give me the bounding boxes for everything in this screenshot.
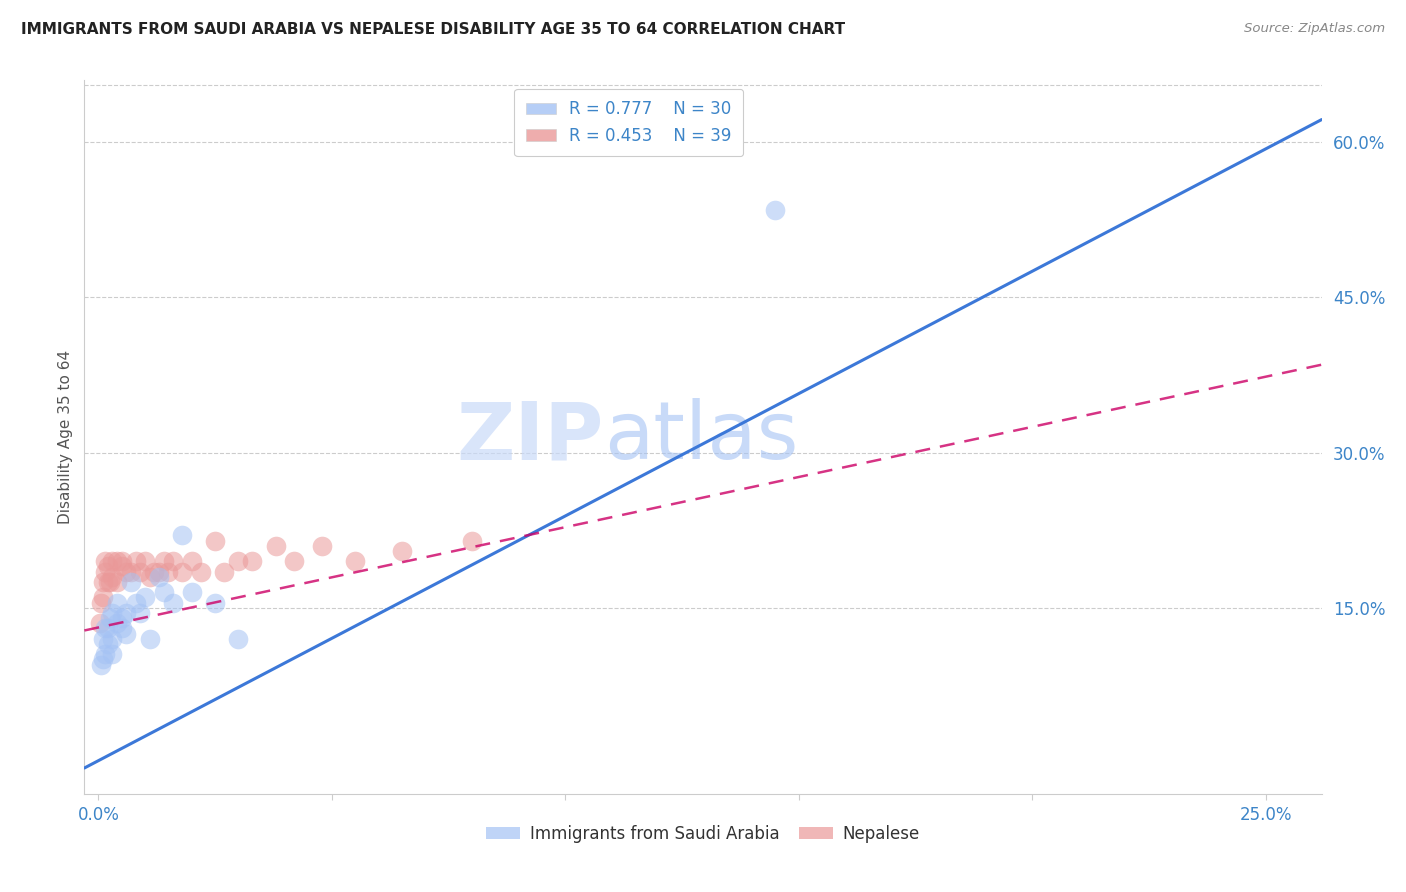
Point xyxy=(138,570,160,584)
Point xyxy=(111,554,134,568)
Point xyxy=(91,591,114,605)
Text: ZIP: ZIP xyxy=(457,398,605,476)
Point xyxy=(105,596,128,610)
Point xyxy=(94,554,117,568)
Point xyxy=(91,574,114,589)
Point xyxy=(162,554,184,568)
Point xyxy=(214,565,236,579)
Point xyxy=(98,574,121,589)
Point xyxy=(105,554,128,568)
Point xyxy=(190,565,212,579)
Point xyxy=(228,554,250,568)
Point xyxy=(125,554,148,568)
Point xyxy=(204,533,226,548)
Point xyxy=(152,585,174,599)
Point xyxy=(101,570,124,584)
Point xyxy=(148,565,170,579)
Point xyxy=(101,554,124,568)
Point xyxy=(94,621,117,635)
Point xyxy=(138,632,160,646)
Point xyxy=(97,574,120,589)
Point xyxy=(97,621,120,635)
Point xyxy=(311,539,333,553)
Point xyxy=(115,626,138,640)
Point xyxy=(91,652,114,666)
Point xyxy=(283,554,305,568)
Point xyxy=(763,202,786,217)
Point xyxy=(120,565,142,579)
Point xyxy=(134,554,156,568)
Point xyxy=(162,596,184,610)
Point xyxy=(97,559,120,574)
Point xyxy=(391,544,413,558)
Point xyxy=(152,554,174,568)
Point xyxy=(129,565,152,579)
Point xyxy=(111,611,134,625)
Point xyxy=(204,596,226,610)
Point xyxy=(157,565,180,579)
Point xyxy=(143,565,166,579)
Point xyxy=(228,632,250,646)
Point xyxy=(90,657,112,672)
Point xyxy=(134,591,156,605)
Point xyxy=(461,533,484,548)
Text: IMMIGRANTS FROM SAUDI ARABIA VS NEPALESE DISABILITY AGE 35 TO 64 CORRELATION CHA: IMMIGRANTS FROM SAUDI ARABIA VS NEPALESE… xyxy=(21,22,845,37)
Point xyxy=(94,647,117,661)
Point xyxy=(101,647,124,661)
Point xyxy=(264,539,287,553)
Text: atlas: atlas xyxy=(605,398,799,476)
Point xyxy=(172,528,194,542)
Point xyxy=(98,611,121,625)
Point xyxy=(91,632,114,646)
Point xyxy=(101,606,124,620)
Y-axis label: Disability Age 35 to 64: Disability Age 35 to 64 xyxy=(58,350,73,524)
Point xyxy=(115,606,138,620)
Point xyxy=(148,570,170,584)
Point xyxy=(242,554,264,568)
Point xyxy=(180,585,202,599)
Point xyxy=(125,596,148,610)
Point xyxy=(180,554,202,568)
Point xyxy=(344,554,367,568)
Point xyxy=(105,616,128,631)
Point xyxy=(89,616,111,631)
Legend: Immigrants from Saudi Arabia, Nepalese: Immigrants from Saudi Arabia, Nepalese xyxy=(479,819,927,850)
Point xyxy=(97,637,120,651)
Point xyxy=(101,632,124,646)
Point xyxy=(172,565,194,579)
Point xyxy=(111,559,134,574)
Point xyxy=(129,606,152,620)
Text: Source: ZipAtlas.com: Source: ZipAtlas.com xyxy=(1244,22,1385,36)
Point xyxy=(115,565,138,579)
Point xyxy=(94,565,117,579)
Point xyxy=(111,621,134,635)
Point xyxy=(120,574,142,589)
Point xyxy=(105,574,128,589)
Point xyxy=(90,596,112,610)
